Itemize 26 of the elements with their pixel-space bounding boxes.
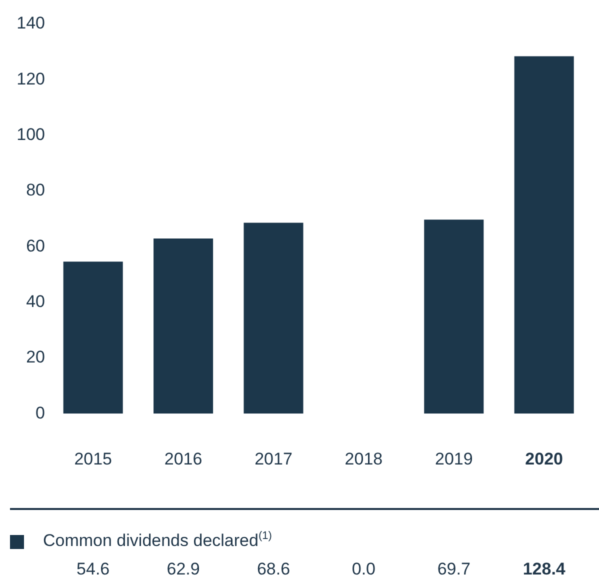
x-tick-label: 2018 <box>344 449 383 468</box>
x-tick-label: 2017 <box>254 449 292 468</box>
data-label: 68.6 <box>256 560 290 579</box>
y-tick-label: 100 <box>16 125 45 144</box>
y-tick-label: 0 <box>36 403 45 422</box>
y-tick-label: 80 <box>26 180 45 200</box>
x-tick-label: 2020 <box>525 449 564 468</box>
y-tick-label: 60 <box>26 236 45 256</box>
y-tick-label: 120 <box>16 69 45 88</box>
data-label: 0.0 <box>352 560 376 579</box>
bar <box>424 220 484 414</box>
bar <box>63 262 123 414</box>
y-tick-label: 140 <box>16 14 45 33</box>
x-tick-label: 2016 <box>164 449 202 468</box>
bar <box>244 222 304 414</box>
data-label: 54.6 <box>76 560 110 579</box>
data-label: 69.7 <box>437 560 470 579</box>
legend-label: Common dividends declared$^{(1)}$ <box>43 530 272 552</box>
y-tick-label: 20 <box>26 348 45 367</box>
bar <box>514 56 574 414</box>
data-label: 128.4 <box>522 560 566 579</box>
data-label: 62.9 <box>166 560 200 579</box>
x-tick-label: 2015 <box>74 449 112 468</box>
bar <box>154 238 214 414</box>
y-tick-label: 40 <box>26 292 45 311</box>
x-tick-label: 2019 <box>434 449 473 468</box>
